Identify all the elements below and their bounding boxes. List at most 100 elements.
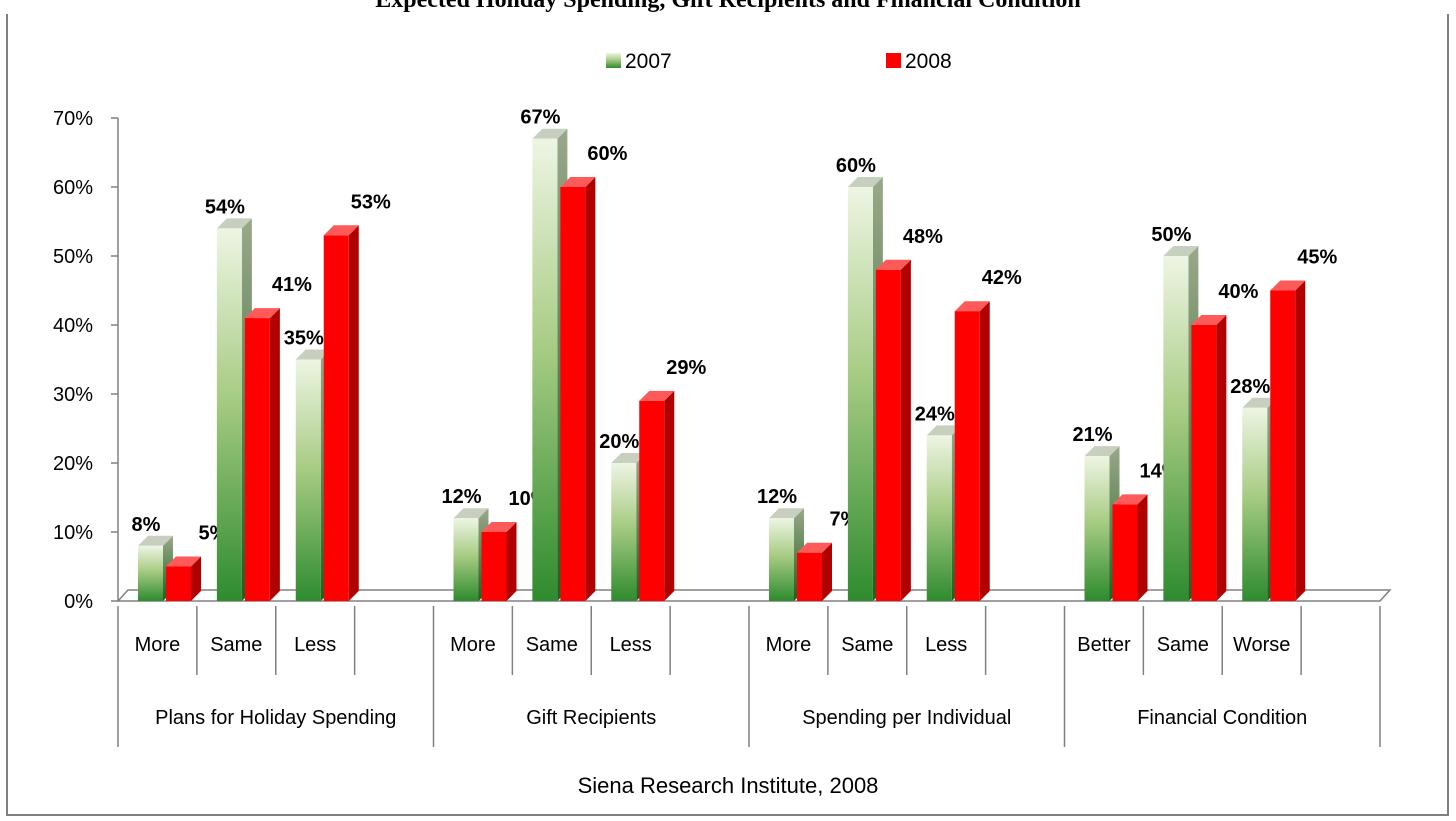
data-label: 8%: [132, 514, 161, 536]
bar-face: [453, 518, 479, 601]
group-label: Spending per Individual: [802, 707, 1011, 729]
y-tick-label: 30%: [53, 384, 93, 406]
bar-face: [532, 138, 558, 601]
y-tick-label: 70%: [53, 108, 93, 130]
x-axis: More Same Less Plans for Holiday Spending Mo…: [117, 606, 1381, 747]
data-label: 12%: [757, 486, 797, 508]
bar-top: [1270, 280, 1306, 291]
group-label: Gift Recipients: [526, 707, 656, 729]
bar-2007-gift-recipients-more: 12%: [441, 486, 489, 601]
data-label: 24%: [915, 403, 955, 425]
bar-side: [979, 301, 990, 601]
bar-2008-spending-per-individual-more: 7%: [797, 509, 859, 601]
bar-2008-gift-recipients-same: 60%: [560, 143, 628, 601]
chart-title: Expected Holiday Spending, Gift Recipien…: [0, 0, 1456, 14]
category-label: Less: [610, 634, 652, 656]
data-label: 60%: [587, 143, 627, 165]
category-label: Less: [294, 634, 336, 656]
data-label: 12%: [441, 486, 481, 508]
bar-face: [138, 545, 163, 601]
category-label: Same: [1157, 634, 1209, 656]
legend-label-2008: 2008: [905, 50, 952, 73]
y-tick-label: 10%: [53, 522, 93, 544]
bar-face: [323, 235, 349, 602]
bar-top: [295, 349, 331, 360]
bar-face: [560, 187, 586, 601]
x-axis-title: Siena Research Institute, 2008: [578, 773, 879, 798]
data-label: 40%: [1218, 281, 1258, 303]
bar-top: [216, 218, 252, 229]
bar-face: [244, 318, 270, 601]
bar-2007-financial-condition-better: 21%: [1072, 424, 1120, 601]
bar-face: [1112, 504, 1138, 601]
bar-face: [875, 269, 901, 601]
chart-frame: [6, 14, 1449, 816]
bars-layer: 8% 5%54%41%35%53%12% 10%67%60%20%29%12%7%6…: [132, 107, 1337, 602]
y-tick-label: 20%: [53, 453, 93, 475]
bar-top: [166, 556, 201, 567]
bar-top: [481, 522, 517, 532]
bar-2008-financial-condition-same: 40%: [1191, 281, 1259, 601]
bar-top: [847, 177, 883, 187]
category-label: Same: [526, 634, 578, 656]
y-axis: 0% 10% 20% 30% 40% 50% 60% 70%: [53, 108, 119, 613]
data-label: 20%: [599, 431, 639, 453]
category-label: Better: [1077, 634, 1131, 656]
bar-side: [585, 177, 596, 601]
bar-face: [216, 228, 242, 601]
bar-face: [611, 463, 637, 601]
bar-side: [191, 556, 201, 601]
bar-face: [847, 187, 873, 601]
legend: 2007 2008: [606, 50, 952, 73]
bar-2007-spending-per-individual-more: 12%: [757, 486, 804, 601]
bar-side: [1137, 494, 1148, 601]
category-label: More: [766, 634, 812, 656]
data-label: 60%: [836, 155, 876, 177]
bar-2007-plans-for-holiday-spending-more: 8%: [132, 514, 173, 601]
bar-side: [1295, 280, 1306, 601]
data-label: 53%: [351, 191, 391, 213]
data-label: 28%: [1230, 376, 1270, 398]
bar-top: [453, 508, 489, 519]
category-label: Worse: [1233, 634, 1290, 656]
group-label: Financial Condition: [1137, 707, 1307, 729]
bar-face: [1191, 325, 1217, 601]
y-tick-label: 60%: [53, 177, 93, 199]
bar-top: [926, 425, 962, 436]
bar-2008-plans-for-holiday-spending-same: 41%: [244, 274, 312, 601]
bar-top: [954, 301, 990, 312]
bar-2008-gift-recipients-less: 29%: [639, 357, 706, 601]
bar-face: [1270, 290, 1296, 601]
category-label: Less: [925, 634, 967, 656]
bar-top: [1191, 315, 1227, 325]
bar-face: [926, 435, 952, 601]
data-label: 35%: [284, 328, 324, 350]
bar-2008-financial-condition-worse: 45%: [1270, 247, 1337, 601]
bar-2008-plans-for-holiday-spending-less: 53%: [323, 191, 391, 602]
legend-label-2007: 2007: [625, 50, 672, 73]
bar-side: [664, 390, 675, 601]
bar-face: [954, 311, 980, 601]
bar-top: [875, 259, 911, 270]
y-tick-label: 40%: [53, 315, 93, 337]
bar-2008-spending-per-individual-same: 48%: [875, 226, 943, 601]
data-label: 41%: [272, 274, 312, 296]
data-label: 48%: [903, 226, 943, 248]
bar-top: [532, 128, 568, 139]
bar-top: [1084, 446, 1120, 457]
data-label: 45%: [1297, 247, 1337, 269]
bar-face: [797, 552, 822, 601]
bar-face: [1084, 456, 1110, 601]
bar-side: [1216, 315, 1227, 601]
y-tick-label: 0%: [64, 591, 93, 613]
bar-face: [295, 359, 321, 601]
bar-top: [1112, 494, 1148, 505]
bar-top: [244, 308, 280, 319]
bar-face: [769, 518, 794, 601]
y-tick-label: 50%: [53, 246, 93, 268]
bar-top: [138, 535, 173, 546]
bar-face: [166, 566, 191, 601]
data-label: 67%: [520, 107, 560, 129]
category-label: Same: [210, 634, 262, 656]
group-label: Plans for Holiday Spending: [155, 707, 396, 729]
